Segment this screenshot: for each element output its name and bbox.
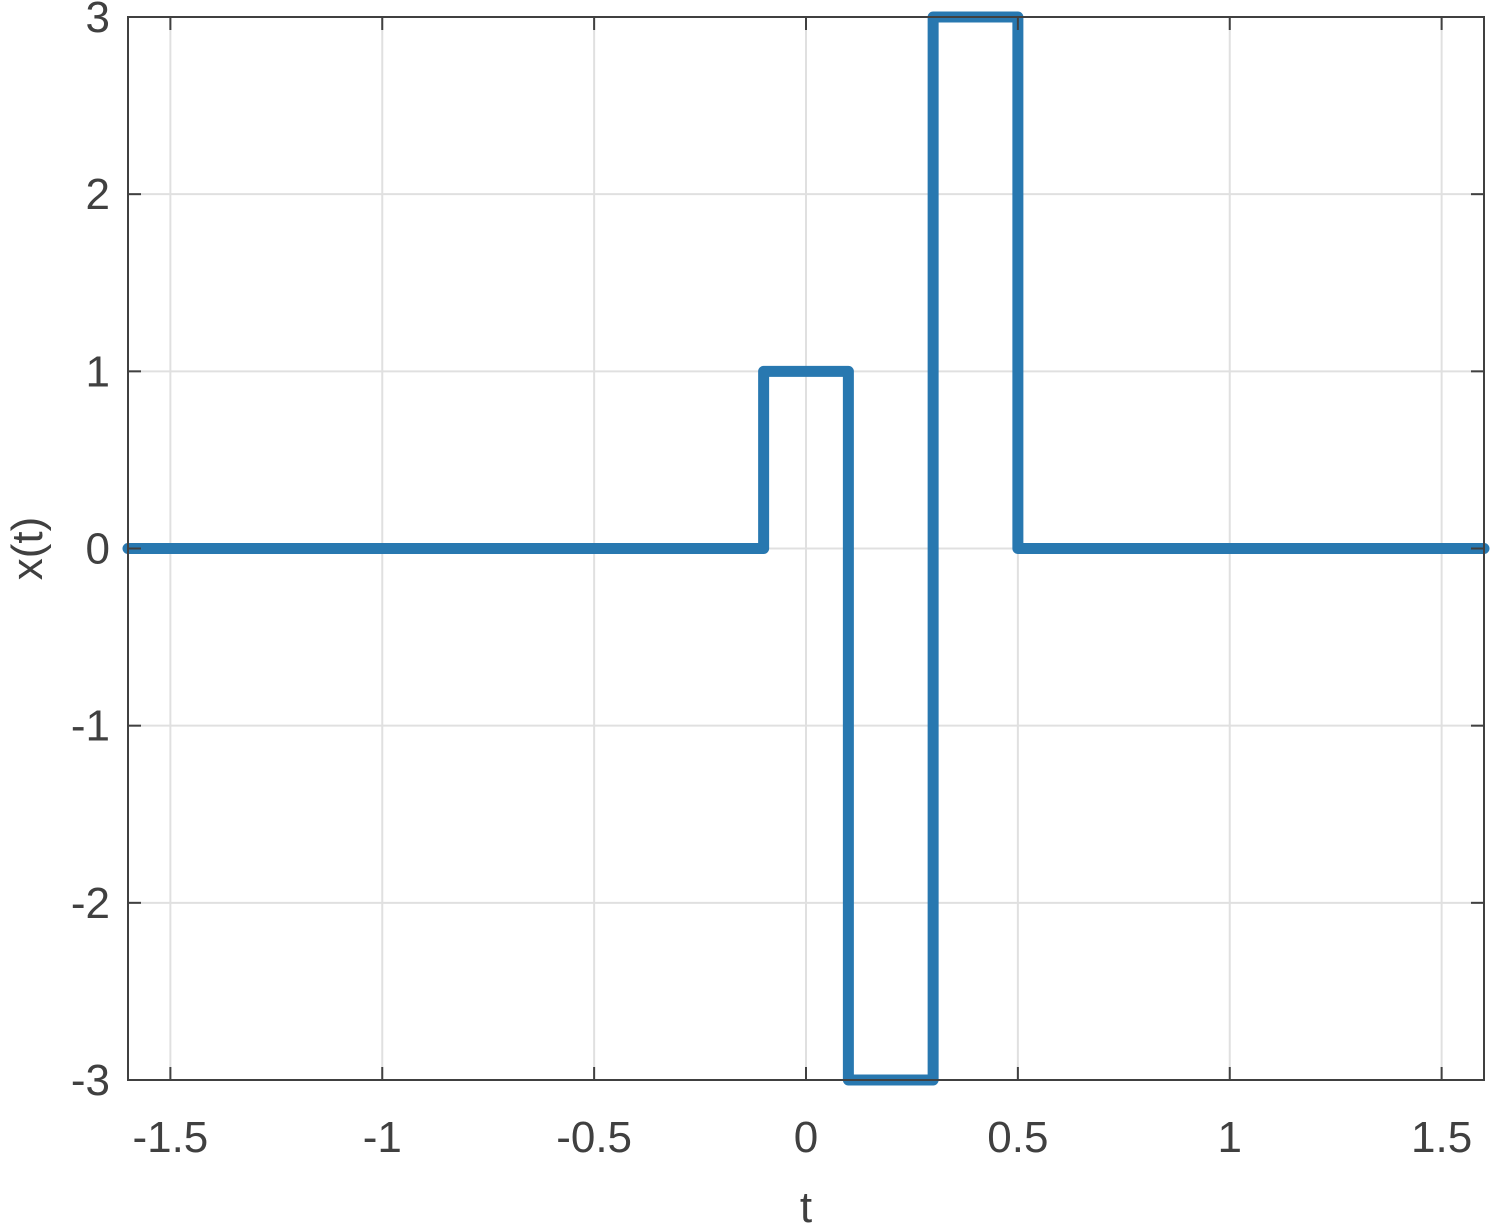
y-tick-label: 3	[86, 0, 110, 42]
x-tick-label: 0.5	[987, 1113, 1048, 1162]
x-tick-label: 1	[1218, 1113, 1242, 1162]
axes	[127, 16, 1485, 1081]
x-tick-label: 1.5	[1411, 1113, 1472, 1162]
y-tick-label: -1	[71, 702, 110, 751]
tick-labels: -1.5 -1 -0.5 0 0.5 1 1.5 -3 -2 -1 0 1 2 3	[71, 0, 1472, 1162]
x-axis-label: t	[800, 1183, 812, 1225]
y-tick-label: -2	[71, 879, 110, 928]
y-tick-label: -3	[71, 1056, 110, 1105]
y-tick-label: 0	[86, 525, 110, 574]
y-tick-label: 2	[86, 170, 110, 219]
y-axis-label: x(t)	[3, 517, 52, 581]
x-tick-label: 0	[794, 1113, 818, 1162]
x-tick-label: -1.5	[132, 1113, 208, 1162]
x-tick-label: -1	[363, 1113, 402, 1162]
x-tick-label: -0.5	[556, 1113, 632, 1162]
y-tick-label: 1	[86, 347, 110, 396]
